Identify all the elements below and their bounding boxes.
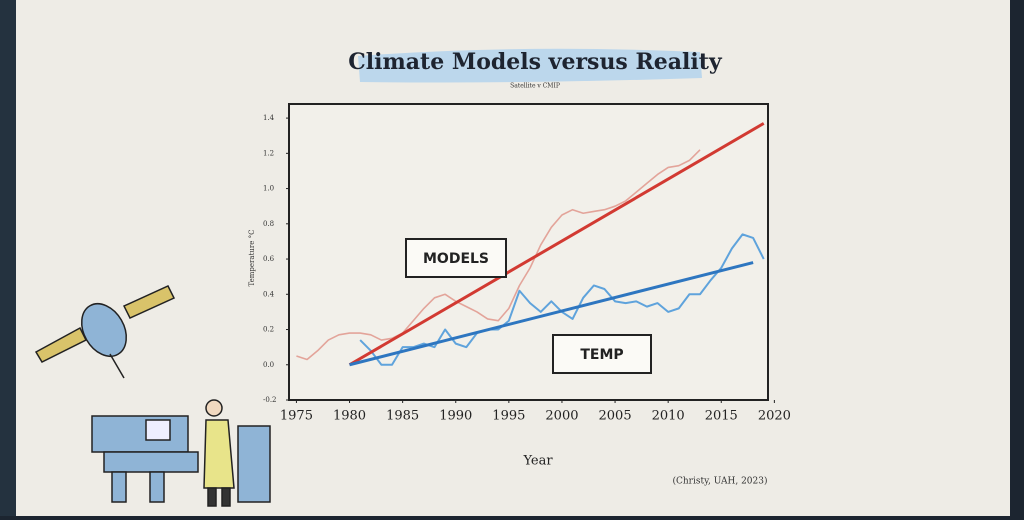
annotation-box <box>552 334 652 374</box>
subtitle: Satellite v CMIP <box>510 83 560 90</box>
y-tick-label: -0.2 <box>263 396 277 404</box>
y-tick-label: 1.2 <box>263 149 274 157</box>
annotation: MODELS <box>423 251 489 267</box>
annotation-box <box>405 238 507 278</box>
y-tick-label: 0.2 <box>263 326 274 334</box>
y-tick-label: 0.6 <box>263 255 275 263</box>
chart-title: Climate Models versus Reality <box>348 49 723 75</box>
annotation: TEMP <box>580 347 623 363</box>
y-axis-label: Temperature °C <box>248 230 256 287</box>
x-axis-label: Year <box>522 454 553 469</box>
x-tick-label: 2000 <box>545 409 578 424</box>
y-tick-label: 0.8 <box>263 220 274 228</box>
x-tick-label: 2015 <box>705 409 738 424</box>
x-tick-label: 1985 <box>386 409 419 424</box>
series-line <box>296 149 701 361</box>
plot-area <box>288 103 769 401</box>
x-tick-label: 2010 <box>652 409 685 424</box>
x-tick-label: 1975 <box>280 409 313 424</box>
operator-illustration <box>91 399 271 507</box>
y-tick-label: 0.4 <box>263 290 275 298</box>
title-highlight <box>358 48 702 83</box>
x-tick-label: 1980 <box>333 409 366 424</box>
series-line <box>349 261 754 367</box>
left-edge <box>0 0 16 516</box>
y-tick-label: 0.0 <box>263 361 274 369</box>
y-tick-label: 1.4 <box>263 114 275 122</box>
source: (Christy, UAH, 2023) <box>672 476 767 487</box>
y-tick-label: 1.0 <box>263 185 274 193</box>
x-tick-label: 2005 <box>599 409 632 424</box>
x-tick-label: 2020 <box>758 409 791 424</box>
series-line <box>348 122 765 367</box>
x-tick-label: 1995 <box>492 409 525 424</box>
satellite-illustration <box>34 285 176 379</box>
x-tick-label: 1990 <box>439 409 472 424</box>
